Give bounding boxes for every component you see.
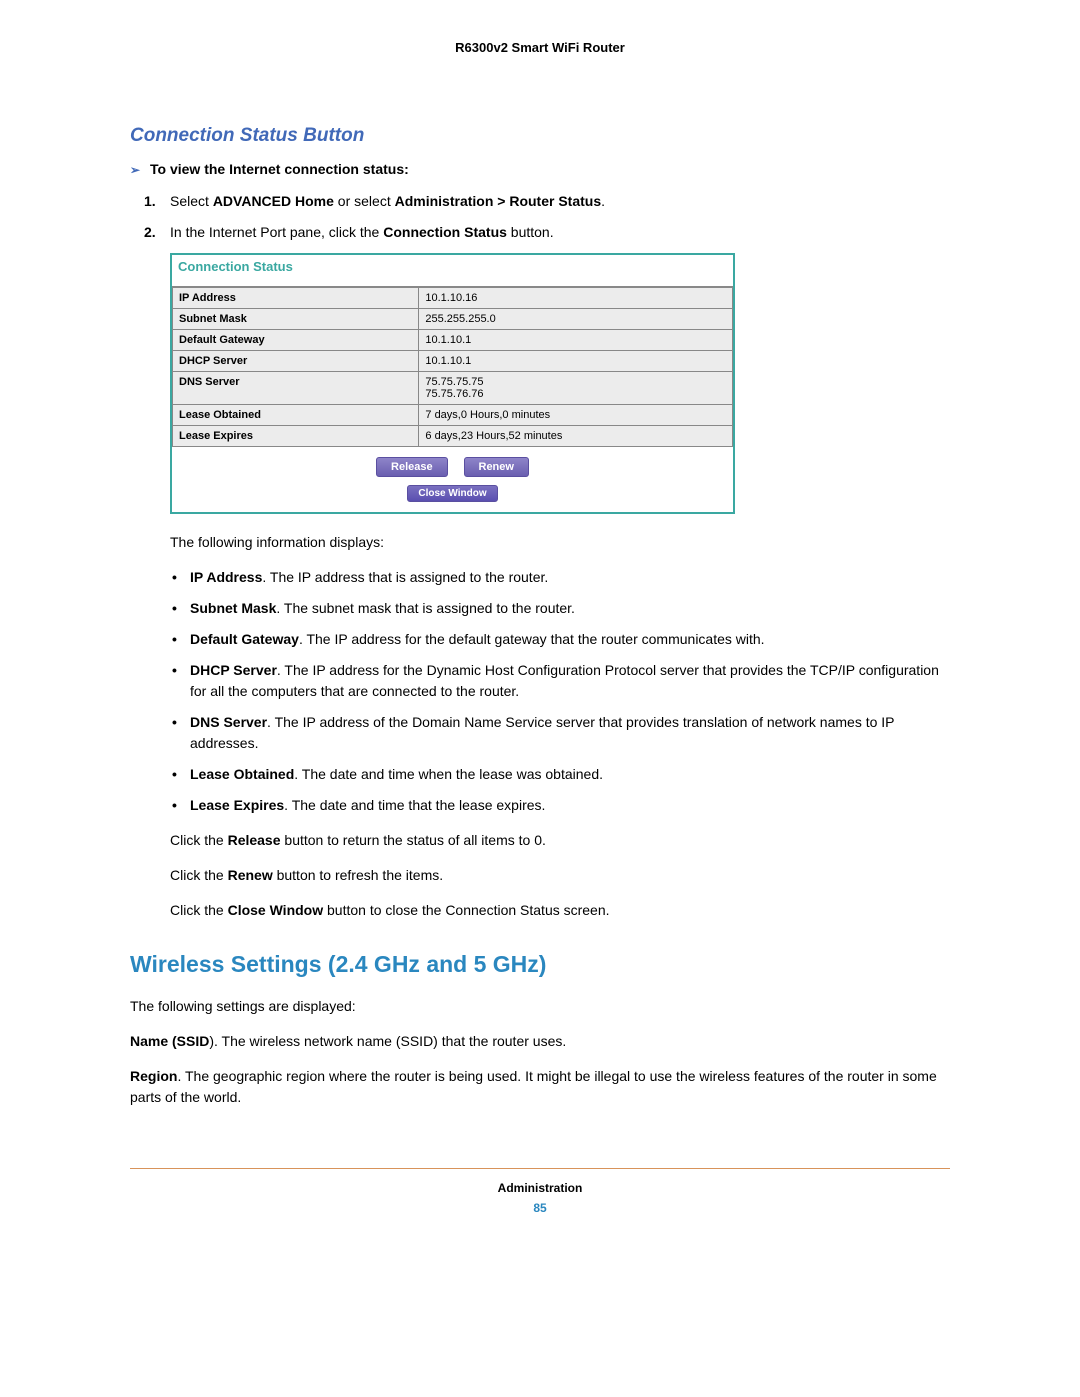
row-value: 10.1.10.16 — [419, 288, 733, 309]
definition: . The subnet mask that is assigned to th… — [276, 600, 575, 616]
list-item: Lease Expires. The date and time that th… — [190, 795, 950, 816]
page-number: 85 — [130, 1201, 950, 1215]
row-label: IP Address — [173, 288, 419, 309]
row-value: 7 days,0 Hours,0 minutes — [419, 405, 733, 426]
page-footer: Administration 85 — [130, 1181, 950, 1215]
button-row: Release Renew — [172, 447, 733, 483]
release-note: Click the Release button to return the s… — [170, 830, 950, 851]
info-list: IP Address. The IP address that is assig… — [130, 567, 950, 816]
term: DNS Server — [190, 714, 267, 730]
list-item: Lease Obtained. The date and time when t… — [190, 764, 950, 785]
row-label: DHCP Server — [173, 351, 419, 372]
table-row: Lease Obtained7 days,0 Hours,0 minutes — [173, 405, 733, 426]
row-value: 255.255.255.0 — [419, 309, 733, 330]
ws-region: Region. The geographic region where the … — [130, 1066, 950, 1108]
row-label: Lease Expires — [173, 426, 419, 447]
step-text: . — [601, 193, 605, 209]
renew-note: Click the Renew button to refresh the it… — [170, 865, 950, 886]
term: Default Gateway — [190, 631, 299, 647]
step-number: 1. — [144, 191, 156, 212]
heading-connection-status-button: Connection Status Button — [130, 125, 950, 147]
list-item: Default Gateway. The IP address for the … — [190, 629, 950, 650]
close-note: Click the Close Window button to close t… — [170, 900, 950, 921]
row-value: 6 days,23 Hours,52 minutes — [419, 426, 733, 447]
table-row: DHCP Server10.1.10.1 — [173, 351, 733, 372]
connection-status-title: Connection Status — [172, 255, 733, 287]
term: Lease Obtained — [190, 766, 294, 782]
list-item: Subnet Mask. The subnet mask that is ass… — [190, 598, 950, 619]
definition: . The IP address that is assigned to the… — [262, 569, 548, 585]
row-label: DNS Server — [173, 372, 419, 405]
list-item: DHCP Server. The IP address for the Dyna… — [190, 660, 950, 702]
step-text: button. — [507, 224, 554, 240]
list-item: IP Address. The IP address that is assig… — [190, 567, 950, 588]
row-label: Subnet Mask — [173, 309, 419, 330]
step-text: Select — [170, 193, 213, 209]
table-row: DNS Server75.75.75.75 75.75.76.76 — [173, 372, 733, 405]
ws-name: Name (SSID). The wireless network name (… — [130, 1031, 950, 1052]
step-text: In the Internet Port pane, click the — [170, 224, 383, 240]
table-row: Default Gateway10.1.10.1 — [173, 330, 733, 351]
ws-intro: The following settings are displayed: — [130, 996, 950, 1017]
row-label: Default Gateway — [173, 330, 419, 351]
procedure-steps: 1. Select ADVANCED Home or select Admini… — [130, 191, 950, 243]
info-intro: The following information displays: — [170, 532, 950, 553]
step-bold: Connection Status — [383, 224, 507, 240]
heading-wireless-settings: Wireless Settings (2.4 GHz and 5 GHz) — [130, 951, 950, 978]
procedure-intro: To view the Internet connection status: — [130, 161, 950, 177]
step-text: or select — [334, 193, 395, 209]
list-item: DNS Server. The IP address of the Domain… — [190, 712, 950, 754]
connection-status-table: IP Address10.1.10.16Subnet Mask255.255.2… — [172, 287, 733, 447]
table-row: IP Address10.1.10.16 — [173, 288, 733, 309]
definition: . The IP address for the Dynamic Host Co… — [190, 662, 939, 699]
connection-status-panel: Connection Status IP Address10.1.10.16Su… — [170, 253, 735, 514]
definition: . The IP address for the default gateway… — [299, 631, 765, 647]
term: Lease Expires — [190, 797, 284, 813]
term: Subnet Mask — [190, 600, 276, 616]
doc-header: R6300v2 Smart WiFi Router — [130, 40, 950, 55]
definition: . The IP address of the Domain Name Serv… — [190, 714, 894, 751]
chapter-name: Administration — [130, 1181, 950, 1195]
table-row: Lease Expires6 days,23 Hours,52 minutes — [173, 426, 733, 447]
step-1: 1. Select ADVANCED Home or select Admini… — [170, 191, 950, 212]
step-number: 2. — [144, 222, 156, 243]
row-value: 75.75.75.75 75.75.76.76 — [419, 372, 733, 405]
term: DHCP Server — [190, 662, 277, 678]
renew-button[interactable]: Renew — [464, 457, 529, 477]
table-row: Subnet Mask255.255.255.0 — [173, 309, 733, 330]
button-row: Close Window — [172, 483, 733, 512]
step-bold: ADVANCED Home — [213, 193, 334, 209]
row-value: 10.1.10.1 — [419, 351, 733, 372]
close-window-button[interactable]: Close Window — [407, 485, 497, 502]
definition: . The date and time when the lease was o… — [294, 766, 603, 782]
row-value: 10.1.10.1 — [419, 330, 733, 351]
row-label: Lease Obtained — [173, 405, 419, 426]
term: IP Address — [190, 569, 262, 585]
footer-divider — [130, 1168, 950, 1169]
step-2: 2. In the Internet Port pane, click the … — [170, 222, 950, 243]
release-button[interactable]: Release — [376, 457, 448, 477]
definition: . The date and time that the lease expir… — [284, 797, 545, 813]
step-bold: Administration > Router Status — [395, 193, 602, 209]
